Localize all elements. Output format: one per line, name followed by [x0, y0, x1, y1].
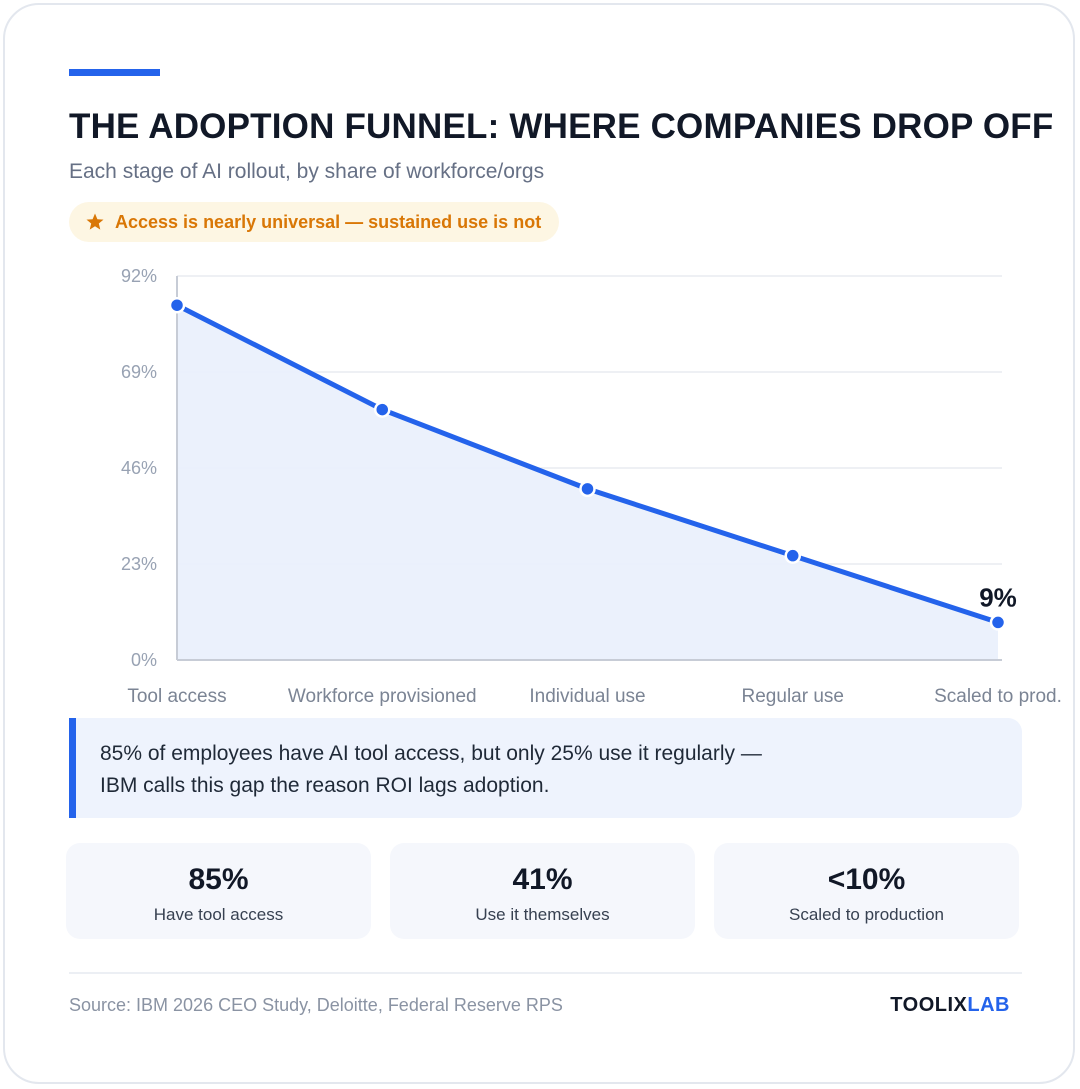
stat-card-scaled: <10% Scaled to production	[714, 843, 1019, 939]
chart-axes	[176, 276, 1002, 661]
x-tick-label: Tool access	[127, 686, 226, 707]
accent-bar	[69, 69, 160, 76]
stat-label: Use it themselves	[475, 905, 610, 924]
insight-text: 85% of employees have AI tool access, bu…	[100, 742, 762, 797]
y-tick-label: 23%	[121, 554, 157, 574]
page-title: THE ADOPTION FUNNEL: WHERE COMPANIES DRO…	[69, 107, 1054, 146]
data-point	[579, 480, 596, 498]
footer-divider	[69, 972, 1022, 974]
brand-logo: TOOLIXLAB	[890, 994, 1010, 1017]
chart-labels: 0% 23% 46% 69% 92% Tool access Workforce provi…	[121, 266, 1062, 707]
x-tick-label: Scaled to prod.	[934, 686, 1062, 707]
y-tick-label: 69%	[121, 362, 157, 382]
brand-part1: TOOLIX	[890, 994, 968, 1016]
infographic-card: THE ADOPTION FUNNEL: WHERE COMPANIES DRO…	[3, 3, 1075, 1084]
data-point	[168, 296, 186, 314]
y-tick-label: 0%	[131, 650, 157, 670]
brand-part2: LAB	[967, 994, 1010, 1016]
chart-area	[177, 305, 998, 660]
star-icon	[86, 213, 104, 230]
x-tick-label: Individual use	[529, 686, 645, 707]
y-tick-label: 92%	[121, 266, 157, 286]
stat-label: Have tool access	[153, 905, 284, 924]
callout-text: Access is nearly universal — sustained u…	[115, 211, 542, 232]
y-tick-label: 46%	[121, 458, 157, 478]
source-note: Source: IBM 2026 CEO Study, Deloitte, Fe…	[69, 995, 563, 1015]
x-tick-label: Regular use	[742, 686, 844, 707]
stat-card-use: 41% Use it themselves	[390, 843, 695, 939]
stat-value: <10%	[827, 863, 906, 896]
chart-points	[168, 296, 1007, 631]
data-point	[784, 547, 801, 564]
stat-value: 85%	[188, 863, 249, 896]
stat-value: 41%	[512, 863, 573, 896]
data-point	[374, 401, 391, 418]
x-tick-label: Workforce provisioned	[288, 686, 477, 707]
area-fill	[177, 305, 998, 660]
funnel-chart: 0% 23% 46% 69% 92% Tool access Workforce provi…	[121, 266, 1062, 707]
end-value-label: 9%	[979, 582, 1017, 612]
stat-card-access: 85% Have tool access	[66, 843, 371, 939]
callout-badge: Access is nearly universal — sustained u…	[69, 202, 560, 242]
stat-label: Scaled to production	[789, 905, 944, 924]
insight-box: 85% of employees have AI tool access, bu…	[69, 718, 1022, 818]
data-point	[989, 614, 1007, 631]
page-subtitle: Each stage of AI rollout, by share of wo…	[69, 160, 545, 183]
